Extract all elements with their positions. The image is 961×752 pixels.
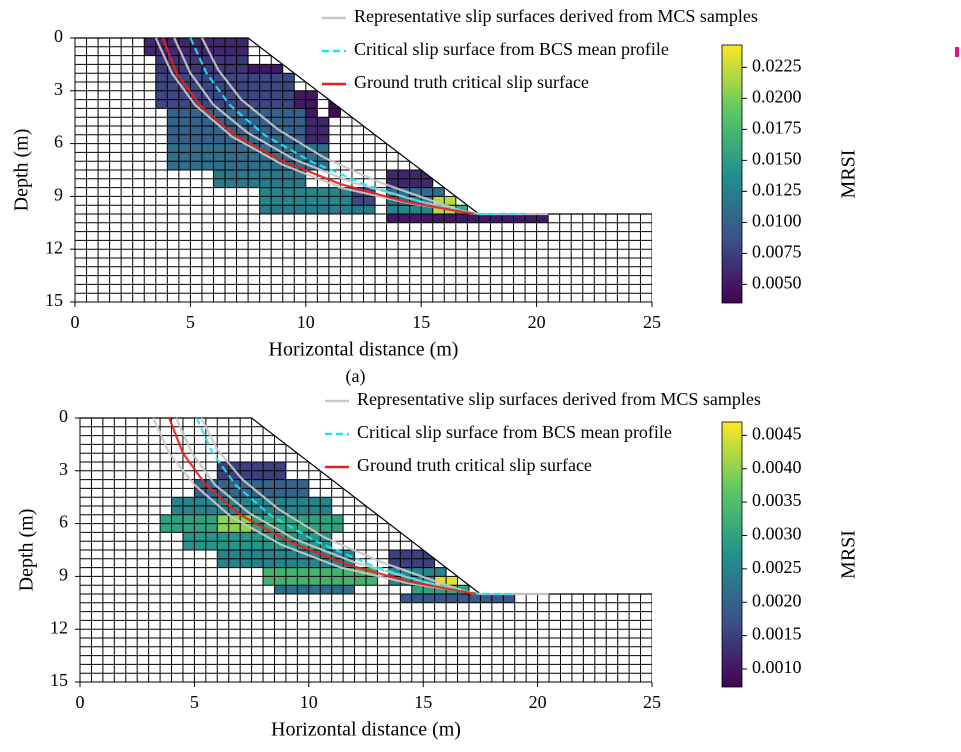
y-tick-label: 9 [59, 565, 68, 585]
y-tick-label: 15 [50, 670, 68, 690]
slip-surface [200, 417, 474, 596]
colorbar-tick-label: 0.0225 [752, 55, 802, 75]
x-tick-label: 10 [300, 692, 318, 712]
x-tick-label: 5 [190, 692, 199, 712]
x-axis-title: Horizontal distance (m) [271, 719, 461, 741]
caption: (a) [346, 366, 366, 387]
colorbar-tick-label: 0.0075 [752, 242, 802, 262]
marker [955, 47, 959, 57]
x-tick-label: 15 [414, 692, 432, 712]
slip-surface [168, 417, 477, 596]
x-tick-label: 15 [412, 312, 430, 332]
y-tick-label: 6 [54, 132, 63, 152]
colorbar-tick-label: 0.0050 [752, 273, 802, 293]
mrsi-cell [274, 585, 355, 594]
colorbar [721, 44, 743, 304]
ground-surface [80, 417, 652, 595]
x-tick-label: 0 [76, 692, 85, 712]
y-tick-label: 3 [54, 79, 63, 99]
colorbar-tick-label: 0.0150 [752, 148, 802, 168]
y-tick-label: 9 [54, 185, 63, 205]
x-tick-label: 25 [643, 312, 661, 332]
ground-surface [75, 37, 652, 215]
colorbar-tick-label: 0.0015 [752, 624, 802, 644]
y-tick-label: 0 [59, 406, 68, 426]
x-tick-label: 20 [528, 312, 546, 332]
colorbar-tick-label: 0.0020 [752, 590, 802, 610]
y-tick-label: 12 [50, 617, 68, 637]
colorbar-tick-label: 0.0030 [752, 524, 802, 544]
legend-label: Representative slip surfaces derived fro… [354, 6, 758, 26]
slip-surface [200, 37, 473, 216]
colorbar-tick-label: 0.0045 [752, 423, 802, 443]
legend-label: Ground truth critical slip surface [357, 455, 592, 475]
x-tick-label: 10 [297, 312, 315, 332]
y-axis-title: Depth (m) [16, 509, 38, 592]
colorbar-tick-label: 0.0035 [752, 490, 802, 510]
colorbar [721, 421, 743, 688]
colorbar-tick-label: 0.0125 [752, 179, 802, 199]
legend-label: Critical slip surface from BCS mean prof… [354, 39, 669, 59]
y-tick-label: 6 [59, 512, 68, 532]
colorbar-tick-label: 0.0010 [752, 657, 802, 677]
colorbar-title: MRSI [838, 530, 860, 579]
colorbar-tick-label: 0.0025 [752, 557, 802, 577]
y-tick-label: 3 [59, 459, 68, 479]
legend-label: Ground truth critical slip surface [354, 72, 589, 92]
colorbar-tick-label: 0.0200 [752, 86, 802, 106]
x-tick-label: 0 [71, 312, 80, 332]
colorbar-tick-label: 0.0100 [752, 211, 802, 231]
legend-label: Critical slip surface from BCS mean prof… [357, 422, 672, 442]
x-axis-title: Horizontal distance (m) [269, 339, 459, 361]
y-tick-label: 15 [45, 290, 63, 310]
legend-label: Representative slip surfaces derived fro… [357, 389, 761, 409]
slip-surface [161, 37, 475, 216]
slip-surface [173, 37, 475, 216]
x-tick-label: 5 [186, 312, 195, 332]
y-axis-title: Depth (m) [11, 129, 33, 212]
y-tick-label: 0 [54, 26, 63, 46]
x-tick-label: 25 [643, 692, 661, 712]
colorbar-tick-label: 0.0040 [752, 457, 802, 477]
mrsi-cell [411, 585, 469, 594]
x-tick-label: 20 [529, 692, 547, 712]
slip-surface [189, 37, 526, 216]
colorbar-title: MRSI [838, 150, 860, 199]
y-tick-label: 12 [45, 237, 63, 257]
colorbar-tick-label: 0.0175 [752, 117, 802, 137]
